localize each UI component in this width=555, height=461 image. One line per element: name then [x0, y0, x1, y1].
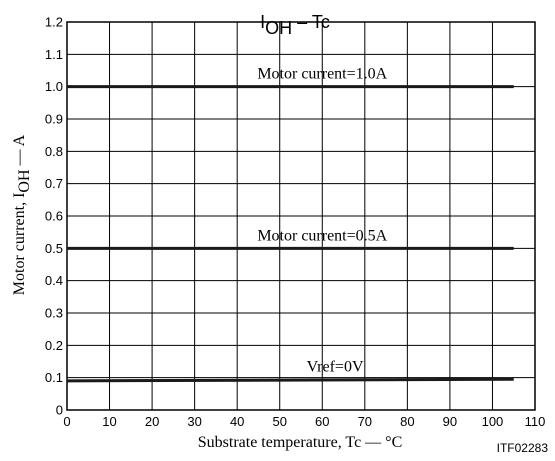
- y-tick-label: 1.2: [45, 15, 63, 30]
- chart-title-sub: OH: [265, 18, 292, 38]
- series-lines: [66, 85, 514, 383]
- x-tick-label: 110: [525, 414, 546, 429]
- series-label: Motor current=1.0A: [257, 66, 387, 83]
- x-tick-label: 90: [443, 414, 457, 429]
- x-axis-label: Substrate temperature, Tc — °C: [198, 434, 402, 451]
- x-tick-label: 70: [358, 414, 372, 429]
- y-axis-label-main: Motor current, I: [11, 193, 28, 296]
- y-tick-label: 1.0: [45, 79, 63, 94]
- y-tick-label: 0.1: [45, 370, 63, 385]
- x-tick-label: 80: [400, 414, 414, 429]
- y-tick-label: 0.3: [45, 306, 63, 321]
- series-labels: Motor current=1.0A Motor current=0.5A Vref…: [257, 66, 387, 376]
- chart-title: IOH – Tc: [260, 12, 330, 38]
- series-label: Motor current=0.5A: [257, 227, 387, 244]
- y-axis-label: Motor current, IOH — A: [11, 134, 33, 295]
- chart-title-main: I: [260, 12, 265, 32]
- y-tick-label: 0.2: [45, 338, 63, 353]
- y-tick-label: 0.9: [45, 112, 63, 127]
- x-tick-label: 100: [482, 414, 504, 429]
- x-tick-label: 60: [315, 414, 329, 429]
- y-tick-label: 1.1: [45, 47, 63, 62]
- figure-code: ITF02283: [497, 441, 549, 455]
- y-tick-label: 0.8: [45, 144, 63, 159]
- y-tick-label: 0.5: [45, 241, 63, 256]
- x-tick-label: 0: [63, 414, 70, 429]
- x-tick-labels: 0 10 20 30 40 50 60 70 80 90 100 110: [63, 414, 545, 429]
- plot-frame: [66, 21, 536, 411]
- x-tick-label: 20: [145, 414, 159, 429]
- series-line: [66, 377, 514, 383]
- y-axis-label-rest: — A: [11, 134, 28, 169]
- y-tick-label: 0.7: [45, 176, 63, 191]
- x-tick-label: 30: [187, 414, 201, 429]
- x-tick-label: 40: [230, 414, 244, 429]
- y-tick-label: 0: [56, 403, 63, 418]
- y-tick-label: 0.6: [45, 209, 63, 224]
- series-label: Vref=0V: [307, 358, 364, 375]
- y-axis-label-sub: OH: [16, 169, 33, 193]
- x-tick-label: 10: [102, 414, 116, 429]
- y-tick-labels: 0 0.1 0.2 0.3 0.4 0.5 0.6 0.7 0.8 0.9 1.0 1.1 1.2: [45, 15, 63, 418]
- y-tick-label: 0.4: [45, 273, 63, 288]
- chart-title-rest: – Tc: [292, 12, 330, 32]
- x-tick-label: 50: [272, 414, 286, 429]
